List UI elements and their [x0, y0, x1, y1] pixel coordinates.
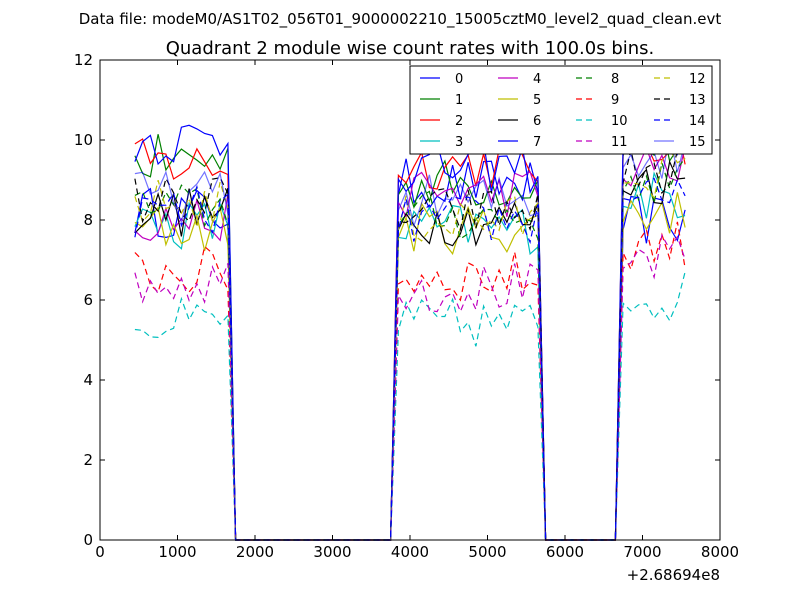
legend-label-1: 1 [455, 93, 463, 108]
legend-label-9: 9 [611, 93, 619, 108]
series-line-10 [134, 271, 686, 541]
y-tick-label: 8 [83, 211, 93, 229]
axis-ticks: 0 1000 2000 3000 4000 5000 6000 7000 80000246810… [74, 51, 739, 561]
x-tick-label: 8000 [701, 543, 739, 561]
plot-lines [134, 107, 686, 541]
series-line-12 [134, 148, 686, 541]
legend-label-7: 7 [533, 135, 541, 150]
legend-label-2: 2 [455, 114, 463, 129]
y-tick-label: 6 [83, 291, 93, 309]
series-line-5 [134, 192, 686, 541]
legend-label-13: 13 [689, 93, 706, 108]
legend-label-5: 5 [533, 93, 541, 108]
x-tick-label: 4000 [391, 543, 429, 561]
y-tick-label: 4 [83, 371, 93, 389]
legend-label-10: 10 [611, 114, 628, 129]
series-line-9 [134, 221, 686, 541]
chart-title: Quadrant 2 module wise count rates with … [166, 38, 655, 59]
x-axis-offset-label: +2.68694e8 [627, 566, 720, 584]
legend-label-12: 12 [689, 72, 706, 87]
y-tick-label: 10 [74, 131, 93, 149]
legend-label-3: 3 [455, 135, 463, 150]
chart-suptitle: Data file: modeM0/AS1T02_056T01_90000022… [79, 10, 722, 29]
series-line-4 [134, 145, 686, 541]
series-line-11 [134, 233, 686, 541]
legend-label-15: 15 [689, 135, 706, 150]
x-tick-label: 6000 [546, 543, 584, 561]
y-tick-label: 0 [83, 531, 93, 549]
y-tick-label: 2 [83, 451, 93, 469]
x-tick-label: 1000 [158, 543, 196, 561]
legend-label-6: 6 [533, 114, 541, 129]
legend-box [409, 65, 713, 155]
x-tick-label: 2000 [236, 543, 274, 561]
legend-label-11: 11 [611, 135, 628, 150]
legend-label-14: 14 [689, 114, 706, 129]
legend-label-8: 8 [611, 72, 619, 87]
series-line-3 [134, 171, 686, 541]
legend-label-0: 0 [455, 72, 463, 87]
x-tick-label: 0 [95, 543, 105, 561]
y-tick-label: 12 [74, 51, 93, 69]
x-tick-label: 5000 [468, 543, 506, 561]
x-tick-label: 3000 [313, 543, 351, 561]
legend-label-4: 4 [533, 72, 541, 87]
x-tick-label: 7000 [623, 543, 661, 561]
